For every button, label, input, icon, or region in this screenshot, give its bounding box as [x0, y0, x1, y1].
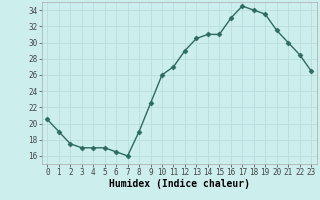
X-axis label: Humidex (Indice chaleur): Humidex (Indice chaleur)	[109, 179, 250, 189]
